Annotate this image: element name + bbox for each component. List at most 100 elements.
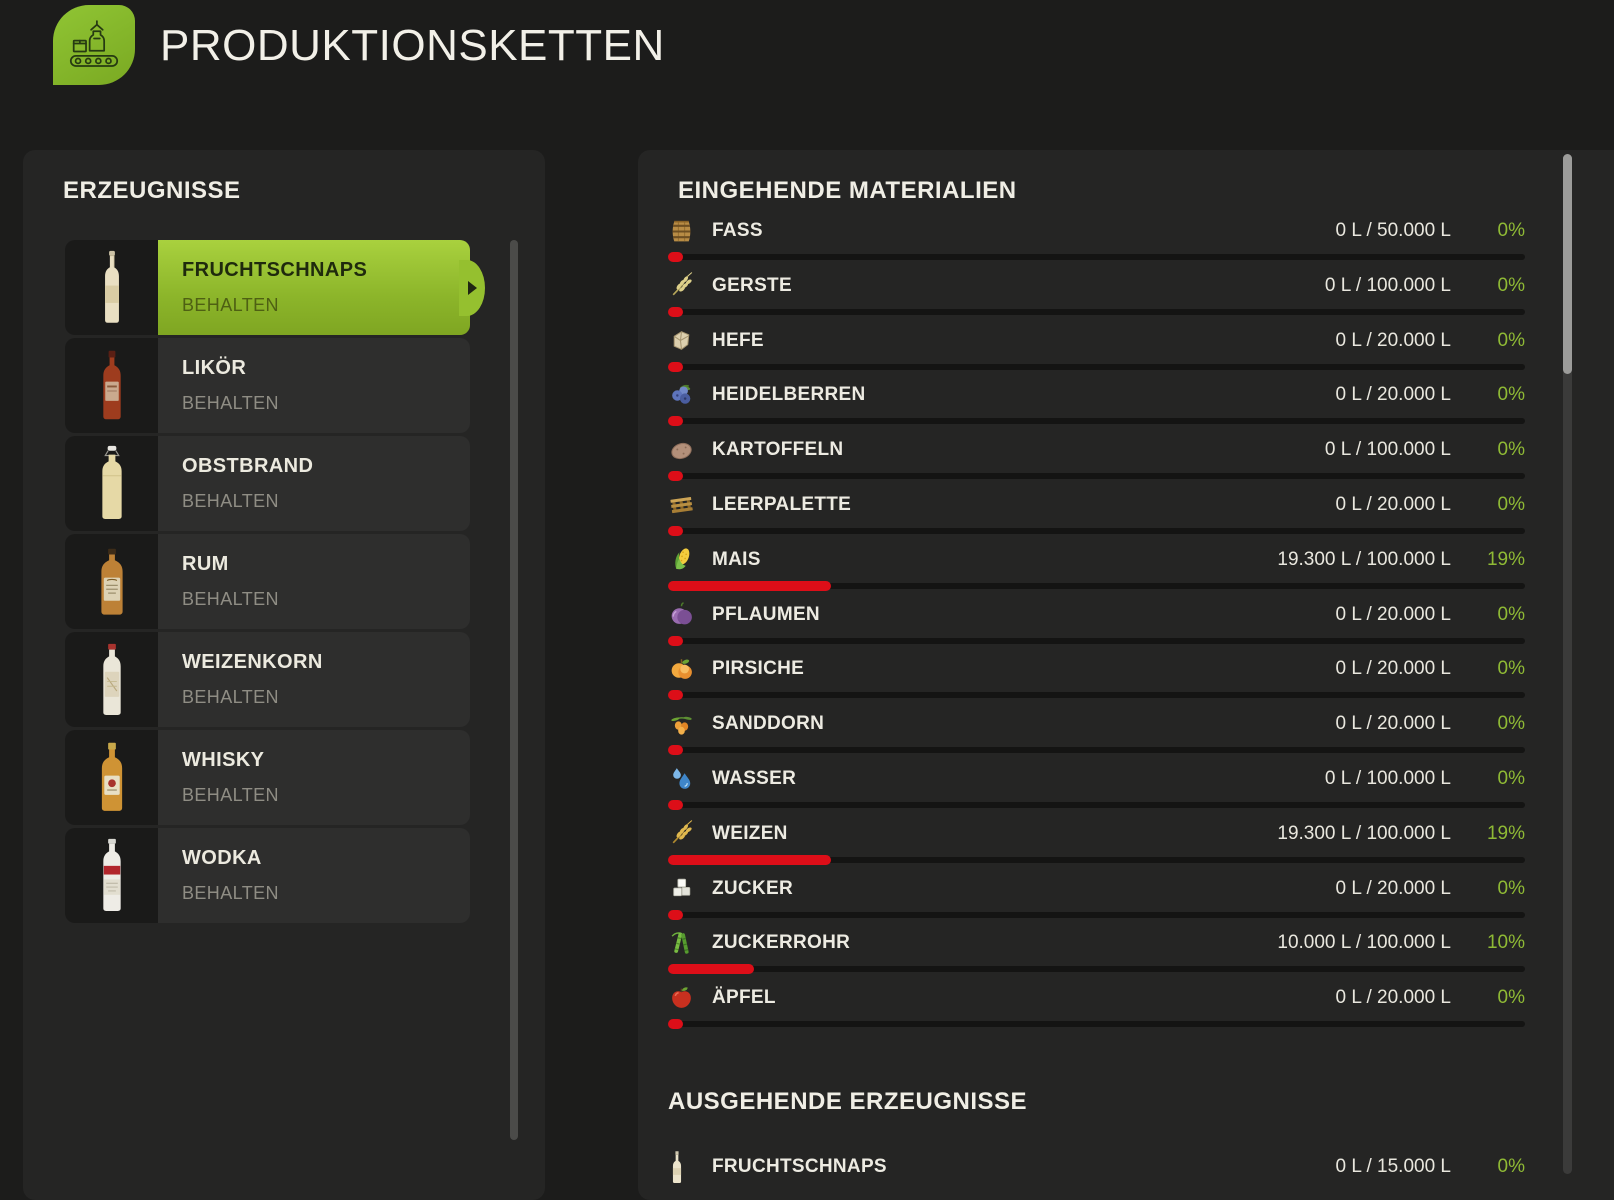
material-progress-bar xyxy=(668,1019,1525,1030)
material-name: ZUCKER xyxy=(712,877,793,899)
material-name: HEFE xyxy=(712,329,764,351)
products-panel: ERZEUGNISSE FRUCHTSCHNAPS BEHALTEN LIKÖR… xyxy=(23,150,545,1200)
blueberries-icon xyxy=(668,382,712,409)
product-name: WHISKY xyxy=(182,749,265,771)
material-progress-bar xyxy=(668,252,1525,263)
yeast-icon xyxy=(668,327,712,354)
product-mode: BEHALTEN xyxy=(182,295,279,315)
incoming-materials-title: EINGEHENDE MATERIALIEN xyxy=(678,177,1017,204)
material-amount: 0 L / 20.000 L xyxy=(1335,603,1451,625)
material-row: SANDDORN 0 L / 20.000 L 0% xyxy=(668,703,1525,758)
product-mode: BEHALTEN xyxy=(182,687,279,707)
material-amount: 0 L / 20.000 L xyxy=(1335,658,1451,680)
product-mode: BEHALTEN xyxy=(182,883,279,903)
material-name: ÄPFEL xyxy=(712,987,776,1009)
pallet-icon xyxy=(668,491,712,518)
material-percent: 0% xyxy=(1497,1156,1525,1177)
material-progress-bar xyxy=(668,854,1525,866)
selected-arrow-icon xyxy=(468,280,477,295)
materials-scrollbar-track[interactable] xyxy=(1563,154,1572,1174)
material-progress-bar xyxy=(668,964,1525,975)
material-name: FRUCHTSCHNAPS xyxy=(712,1156,887,1177)
product-item[interactable]: OBSTBRAND BEHALTEN xyxy=(65,436,470,531)
material-amount: 0 L / 20.000 L xyxy=(1335,384,1451,406)
products-scrollbar[interactable] xyxy=(510,240,518,1140)
material-row: ZUCKERROHR 10.000 L / 100.000 L 10% xyxy=(668,922,1525,977)
product-mode: BEHALTEN xyxy=(182,393,279,413)
material-progress-bar xyxy=(668,306,1525,318)
material-row: FRUCHTSCHNAPS 0 L / 15.000 L 0% xyxy=(668,1146,1525,1200)
page-title: PRODUKTIONSKETTEN xyxy=(160,21,665,70)
material-progress-bar xyxy=(668,745,1525,756)
product-name: WEIZENKORN xyxy=(182,651,323,673)
materials-panel: EINGEHENDE MATERIALIEN FASS 0 L / 50.000… xyxy=(638,150,1614,1200)
product-item[interactable]: WEIZENKORN BEHALTEN xyxy=(65,632,470,727)
material-name: ZUCKERROHR xyxy=(712,932,851,954)
material-amount: 0 L / 100.000 L xyxy=(1324,274,1451,296)
product-mode: BEHALTEN xyxy=(182,589,279,609)
material-amount: 0 L / 100.000 L xyxy=(1324,767,1451,789)
material-amount: 19.300 L / 100.000 L xyxy=(1277,548,1451,570)
material-row: PFLAUMEN 0 L / 20.000 L 0% xyxy=(668,594,1525,649)
water-icon xyxy=(668,765,712,792)
material-row: HEIDELBERREN 0 L / 20.000 L 0% xyxy=(668,374,1525,429)
bottle-wodka-icon xyxy=(65,828,158,923)
material-progress-bar xyxy=(668,525,1525,537)
material-row: LEERPALETTE 0 L / 20.000 L 0% xyxy=(668,484,1525,539)
material-percent: 0% xyxy=(1497,493,1525,515)
material-amount: 0 L / 100.000 L xyxy=(1324,439,1451,461)
corn-icon xyxy=(668,546,712,573)
product-item[interactable]: WHISKY BEHALTEN xyxy=(65,730,470,825)
material-row: WASSER 0 L / 100.000 L 0% xyxy=(668,758,1525,813)
material-row: KARTOFFELN 0 L / 100.000 L 0% xyxy=(668,429,1525,484)
potato-icon xyxy=(668,437,712,464)
product-name: RUM xyxy=(182,553,229,575)
schnapps-bottle-icon xyxy=(668,1150,712,1184)
material-amount: 0 L / 20.000 L xyxy=(1335,987,1451,1009)
material-percent: 0% xyxy=(1497,987,1525,1009)
bottle-weizenkorn-icon xyxy=(65,632,158,727)
outgoing-products-list: FRUCHTSCHNAPS 0 L / 15.000 L 0% xyxy=(668,1146,1525,1200)
plum-icon xyxy=(668,601,712,628)
product-name: FRUCHTSCHNAPS xyxy=(182,259,368,281)
material-row: FASS 0 L / 50.000 L 0% xyxy=(668,210,1525,265)
material-progress-bar xyxy=(668,635,1525,647)
material-progress-bar xyxy=(668,361,1525,373)
material-row: WEIZEN 19.300 L / 100.000 L 19% xyxy=(668,813,1525,868)
material-amount: 0 L / 20.000 L xyxy=(1335,877,1451,899)
wheat-icon xyxy=(668,820,712,847)
material-name: PFLAUMEN xyxy=(712,603,820,625)
bottle-obstbrand-icon xyxy=(65,436,158,531)
sugar-icon xyxy=(668,875,712,902)
material-percent: 19% xyxy=(1486,822,1525,844)
material-percent: 0% xyxy=(1497,439,1525,461)
materials-scrollbar-thumb[interactable] xyxy=(1563,154,1572,374)
product-item[interactable]: FRUCHTSCHNAPS BEHALTEN xyxy=(65,240,485,335)
material-name: SANDDORN xyxy=(712,713,825,735)
material-name: LEERPALETTE xyxy=(712,493,852,515)
product-name: LIKÖR xyxy=(182,357,247,379)
production-chain-icon xyxy=(53,5,135,85)
material-name: MAIS xyxy=(712,548,761,570)
material-progress-bar xyxy=(668,471,1525,482)
product-item[interactable]: LIKÖR BEHALTEN xyxy=(65,338,470,433)
barley-icon xyxy=(668,272,712,299)
material-row: GERSTE 0 L / 100.000 L 0% xyxy=(668,265,1525,320)
material-percent: 0% xyxy=(1497,274,1525,296)
material-progress-bar xyxy=(668,690,1525,701)
material-name: WASSER xyxy=(712,767,797,789)
product-item[interactable]: RUM BEHALTEN xyxy=(65,534,470,629)
product-item[interactable]: WODKA BEHALTEN xyxy=(65,828,470,923)
material-name: HEIDELBERREN xyxy=(712,384,866,406)
material-name: PIRSICHE xyxy=(712,658,805,680)
product-name: OBSTBRAND xyxy=(182,455,314,477)
material-percent: 0% xyxy=(1497,220,1525,241)
material-progress-bar xyxy=(668,580,1525,592)
material-name: FASS xyxy=(712,220,763,241)
material-percent: 0% xyxy=(1497,329,1525,351)
material-row: HEFE 0 L / 20.000 L 0% xyxy=(668,320,1525,375)
material-row: PIRSICHE 0 L / 20.000 L 0% xyxy=(668,648,1525,703)
bottle-whisky-icon xyxy=(65,730,158,825)
product-mode: BEHALTEN xyxy=(182,491,279,511)
